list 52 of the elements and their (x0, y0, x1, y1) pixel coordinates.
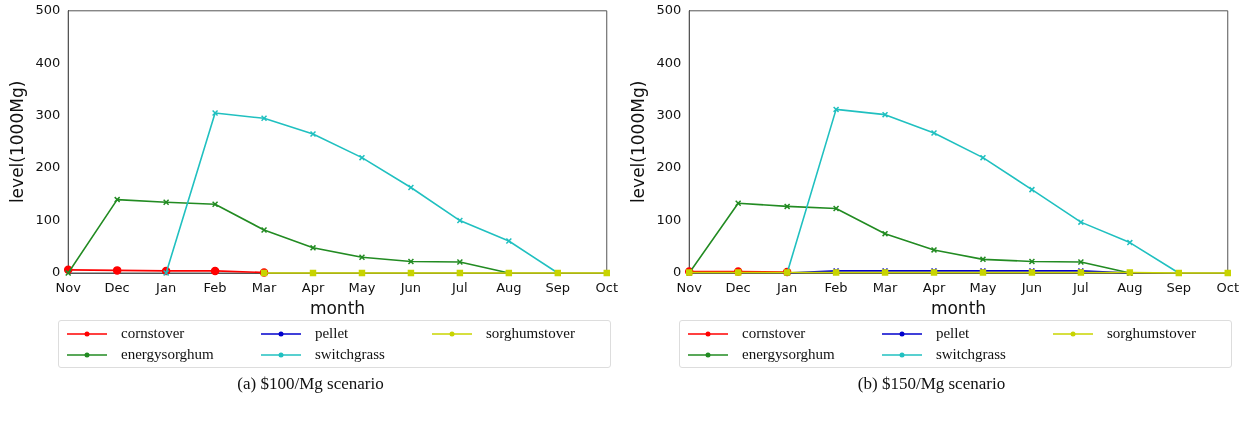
legend-label: cornstover (742, 325, 806, 342)
legend-label: pellet (314, 325, 349, 342)
legend-label: pellet (935, 325, 970, 342)
x-tick-label: May (348, 280, 376, 296)
y-tick-label: 400 (656, 54, 682, 70)
legend-label: energysorghum (121, 346, 214, 363)
x-tick-label: Oct (1216, 280, 1239, 296)
legend-label: switchgrass (935, 346, 1006, 363)
y-tick-label: 0 (51, 264, 61, 280)
y-axis-title: level(1000Mg) (627, 80, 648, 204)
x-tick-label: Aug (496, 280, 522, 296)
x-tick-label: May (969, 280, 997, 296)
y-tick-label: 300 (656, 107, 682, 123)
legend-label: sorghumstover (1107, 325, 1196, 342)
x-tick-label: Sep (545, 280, 571, 296)
x-tick-label: Dec (725, 280, 751, 296)
x-tick-label: Feb (203, 280, 227, 296)
y-tick-label: 200 (656, 159, 682, 175)
x-tick-label: Nov (676, 280, 703, 296)
x-tick-label: Apr (301, 280, 325, 296)
x-tick-label: Feb (824, 280, 848, 296)
y-axis-title: level(1000Mg) (6, 80, 27, 204)
x-tick-label: Jul (1072, 280, 1089, 296)
legend-label: sorghumstover (486, 325, 575, 342)
y-tick-label: 500 (656, 2, 682, 18)
x-tick-label: Nov (55, 280, 82, 296)
y-tick-label: 0 (672, 264, 682, 280)
legend-label: switchgrass (314, 346, 385, 363)
x-axis-title: month (309, 298, 366, 319)
legend-label: cornstover (121, 325, 185, 342)
x-tick-label: Oct (595, 280, 618, 296)
x-tick-label: Aug (1117, 280, 1143, 296)
legend-label: energysorghum (742, 346, 835, 363)
x-tick-label: Jul (451, 280, 468, 296)
y-tick-label: 300 (35, 107, 61, 123)
text: (a) $100/Mg scenario (236, 374, 385, 394)
x-tick-label: Jan (155, 280, 177, 296)
y-tick-label: 500 (35, 2, 61, 18)
x-tick-label: Sep (1166, 280, 1192, 296)
y-tick-label: 200 (35, 159, 61, 175)
x-tick-label: Dec (104, 280, 130, 296)
x-tick-label: Jun (1020, 280, 1043, 296)
x-axis-title: month (930, 298, 987, 319)
x-tick-label: Apr (922, 280, 946, 296)
x-tick-label: Mar (251, 280, 277, 296)
x-tick-label: Jan (776, 280, 798, 296)
y-tick-label: 100 (656, 211, 682, 227)
x-tick-label: Jun (399, 280, 422, 296)
x-tick-label: Mar (872, 280, 898, 296)
y-tick-label: 400 (35, 54, 61, 70)
y-tick-label: 100 (35, 211, 61, 227)
text: (b) $150/Mg scenario (856, 374, 1007, 394)
